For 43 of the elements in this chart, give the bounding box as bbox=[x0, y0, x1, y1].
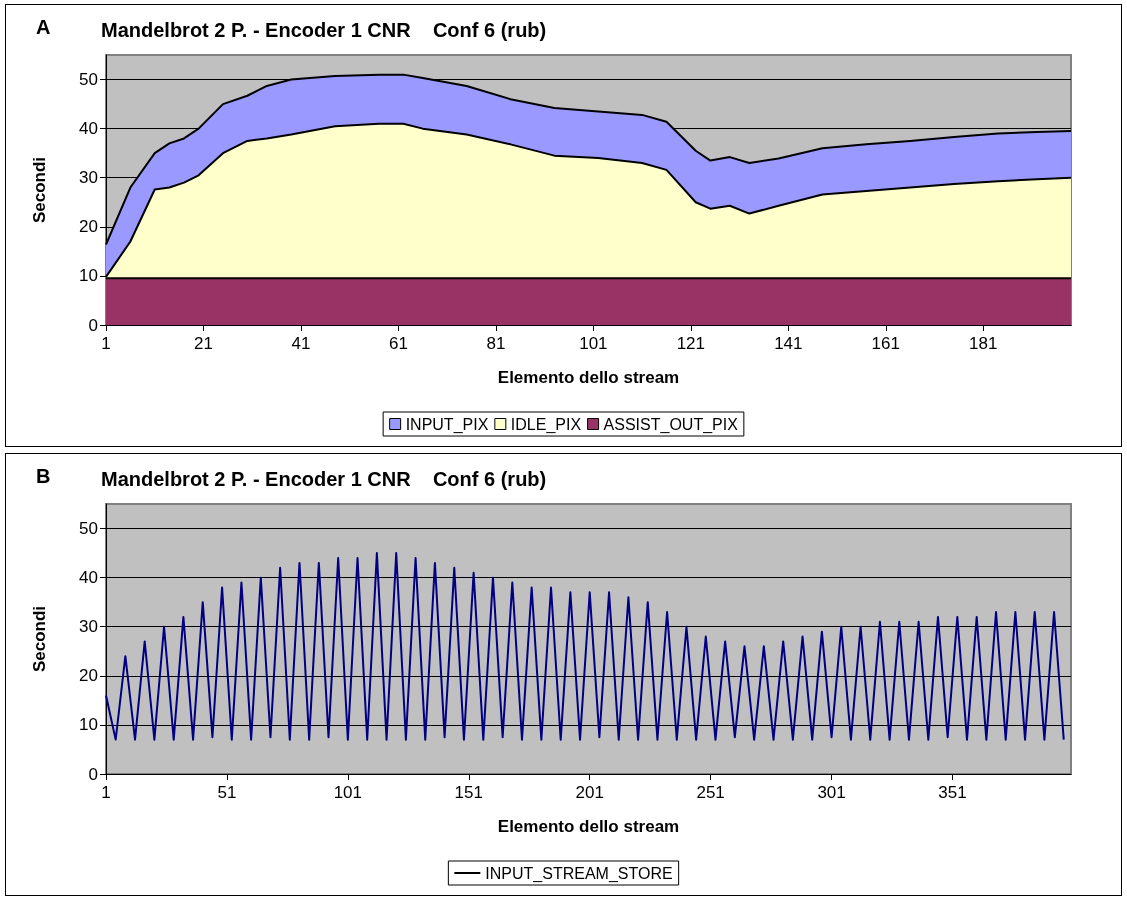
x-tick-label: 1 bbox=[101, 334, 111, 353]
x-tick-label: 301 bbox=[817, 783, 846, 802]
x-tick-label: 1 bbox=[101, 783, 111, 802]
y-tick-label: 20 bbox=[79, 217, 98, 237]
x-tick-label: 101 bbox=[579, 334, 608, 353]
x-axis-title: Elemento dello stream bbox=[497, 817, 680, 836]
x-tick-label: 41 bbox=[291, 334, 311, 353]
x-tick-label: 81 bbox=[486, 334, 506, 353]
line-series bbox=[105, 552, 1065, 741]
y-tick-label: 0 bbox=[88, 764, 98, 784]
y-tick-label: 40 bbox=[79, 119, 98, 139]
y-tick-label: 20 bbox=[79, 666, 98, 686]
x-tick-label: 141 bbox=[774, 334, 803, 353]
x-tick-label: 161 bbox=[871, 334, 900, 353]
x-tick-label: 181 bbox=[969, 334, 998, 353]
x-axis-title: Elemento dello stream bbox=[497, 368, 680, 387]
x-tick-label: 201 bbox=[575, 783, 604, 802]
y-tick-label: 10 bbox=[79, 266, 98, 286]
y-axis-title: Secondi bbox=[30, 605, 49, 673]
y-tick-label: 50 bbox=[79, 70, 98, 90]
y-tick-label: 0 bbox=[88, 315, 98, 335]
y-axis-title: Secondi bbox=[30, 156, 49, 224]
chart-title: Mandelbrot 2 P. - Encoder 1 CNR Conf 6 (rub) bbox=[101, 468, 547, 490]
y-tick-label: 50 bbox=[79, 519, 98, 539]
x-tick-label: 21 bbox=[194, 334, 213, 353]
y-tick-label: 30 bbox=[79, 617, 98, 637]
legend-label: INPUT_PIX bbox=[405, 415, 489, 434]
x-tick-label: 101 bbox=[333, 783, 363, 802]
chart-title: Mandelbrot 2 P. - Encoder 1 CNR Conf 6 (rub) bbox=[101, 19, 547, 41]
x-tick-label: 51 bbox=[217, 783, 237, 802]
text: B bbox=[36, 465, 51, 487]
x-tick-label: 151 bbox=[454, 783, 483, 802]
legend-label: ASSIST_OUT_PIX bbox=[603, 415, 739, 434]
legend-label: IDLE_PIX bbox=[510, 415, 582, 434]
x-tick-label: 351 bbox=[938, 783, 967, 802]
y-tick-label: 40 bbox=[79, 568, 98, 588]
text: INPUT_STREAM_STORE bbox=[485, 864, 673, 883]
text: A bbox=[36, 16, 51, 38]
x-tick-label: 251 bbox=[696, 783, 725, 802]
y-tick-label: 10 bbox=[79, 715, 98, 735]
y-tick-label: 30 bbox=[79, 168, 98, 188]
x-tick-label: 61 bbox=[388, 334, 408, 353]
x-tick-label: 121 bbox=[676, 334, 706, 353]
